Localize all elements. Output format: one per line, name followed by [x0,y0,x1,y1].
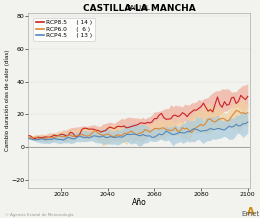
Y-axis label: Cambio duración olas de calor (días): Cambio duración olas de calor (días) [4,50,10,151]
Title: CASTILLA-LA MANCHA: CASTILLA-LA MANCHA [83,4,196,13]
Text: A: A [247,207,255,217]
Text: ANUAL: ANUAL [127,5,151,11]
Text: © Agencia Estatal de Meteorología: © Agencia Estatal de Meteorología [5,213,74,217]
Legend: RCP8.5     ( 14 ), RCP6.0     (  6 ), RCP4.5     ( 13 ): RCP8.5 ( 14 ), RCP6.0 ( 6 ), RCP4.5 ( 13… [34,18,95,41]
Text: Emet: Emet [242,211,260,217]
X-axis label: Año: Año [132,198,147,207]
